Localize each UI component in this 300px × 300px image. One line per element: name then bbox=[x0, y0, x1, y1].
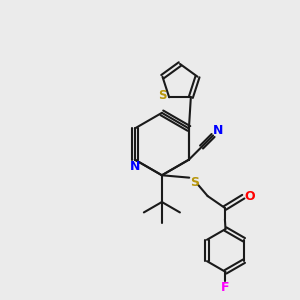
Text: N: N bbox=[212, 124, 223, 137]
Text: S: S bbox=[190, 176, 199, 189]
Text: O: O bbox=[245, 190, 256, 202]
Text: F: F bbox=[221, 281, 230, 294]
Text: S: S bbox=[158, 89, 167, 102]
Text: N: N bbox=[130, 160, 141, 173]
